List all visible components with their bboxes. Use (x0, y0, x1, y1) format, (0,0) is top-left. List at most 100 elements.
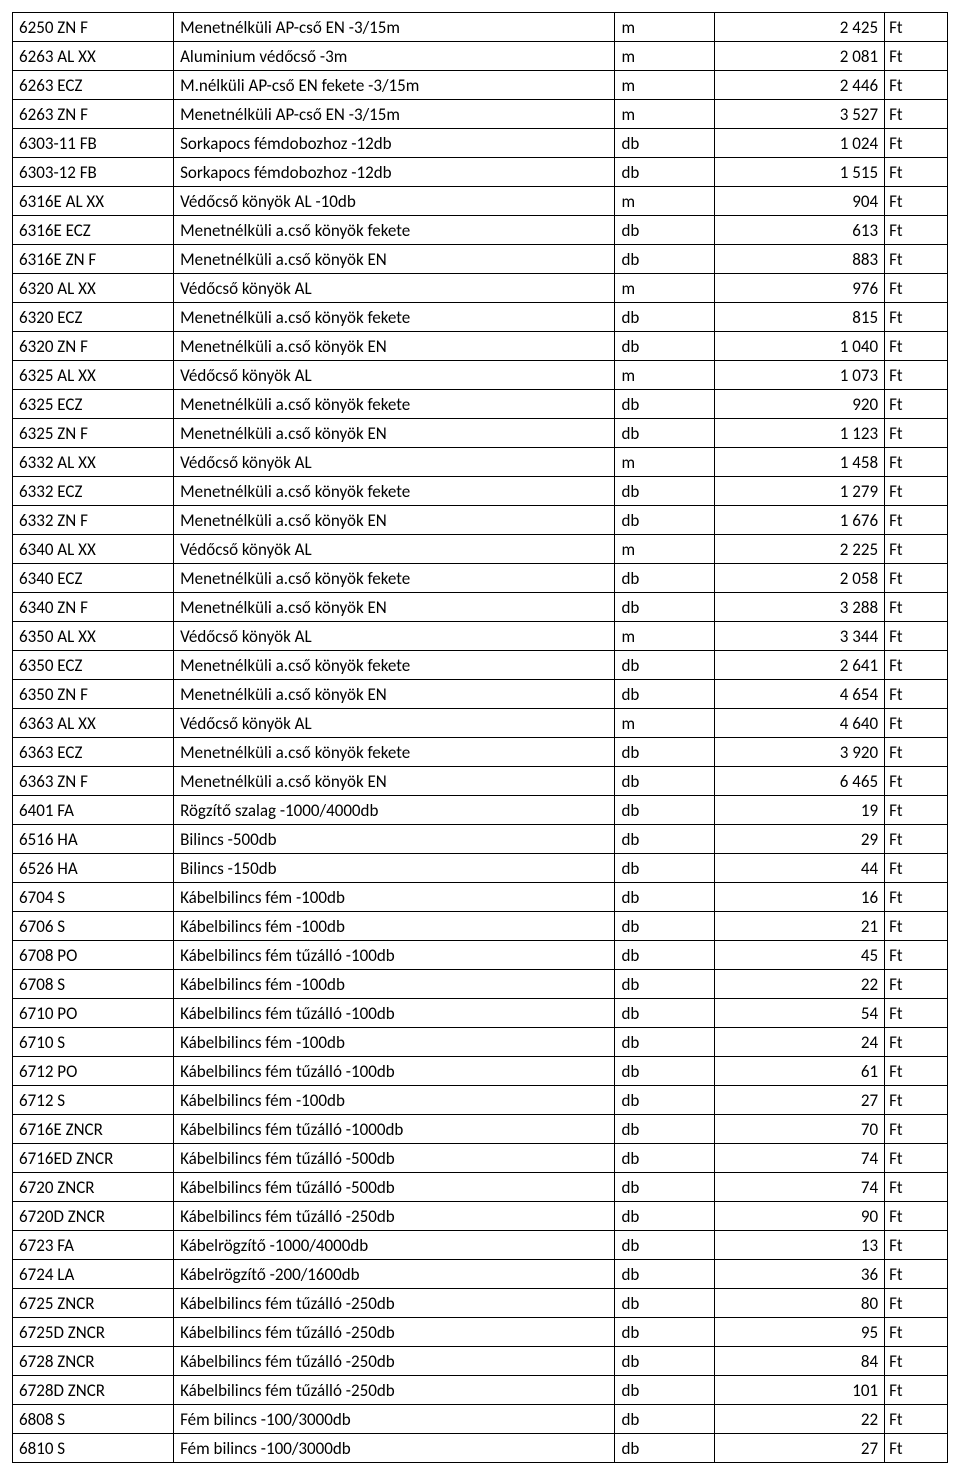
cell-unit: db (615, 390, 715, 419)
cell-currency: Ft (885, 1231, 948, 1260)
cell-code: 6340 ECZ (13, 564, 174, 593)
cell-description: Kábelbilincs fém tűzálló -100db (174, 941, 615, 970)
cell-description: Bilincs -150db (174, 854, 615, 883)
cell-currency: Ft (885, 1289, 948, 1318)
cell-description: Kábelbilincs fém -100db (174, 1028, 615, 1057)
cell-unit: db (615, 825, 715, 854)
cell-description: Kábelbilincs fém -100db (174, 970, 615, 999)
cell-unit: m (615, 448, 715, 477)
cell-price: 1 515 (715, 158, 885, 187)
cell-unit: db (615, 332, 715, 361)
table-row: 6716ED ZNCRKábelbilincs fém tűzálló -500… (13, 1144, 948, 1173)
table-row: 6320 ZN FMenetnélküli a.cső könyök ENdb1… (13, 332, 948, 361)
cell-unit: db (615, 129, 715, 158)
cell-price: 3 527 (715, 100, 885, 129)
cell-price: 1 073 (715, 361, 885, 390)
cell-description: Kábelbilincs fém tűzálló -500db (174, 1173, 615, 1202)
cell-unit: db (615, 854, 715, 883)
table-row: 6320 AL XXVédőcső könyök ALm976Ft (13, 274, 948, 303)
table-row: 6712 SKábelbilincs fém -100dbdb27Ft (13, 1086, 948, 1115)
table-row: 6350 ECZMenetnélküli a.cső könyök fekete… (13, 651, 948, 680)
cell-currency: Ft (885, 506, 948, 535)
cell-description: Védőcső könyök AL (174, 622, 615, 651)
cell-unit: db (615, 912, 715, 941)
table-row: 6728 ZNCRKábelbilincs fém tűzálló -250db… (13, 1347, 948, 1376)
cell-price: 80 (715, 1289, 885, 1318)
cell-code: 6725 ZNCR (13, 1289, 174, 1318)
cell-price: 74 (715, 1144, 885, 1173)
cell-price: 2 425 (715, 13, 885, 42)
cell-description: Menetnélküli a.cső könyök fekete (174, 390, 615, 419)
cell-description: Kábelbilincs fém tűzálló -100db (174, 999, 615, 1028)
cell-unit: db (615, 1260, 715, 1289)
cell-code: 6316E AL XX (13, 187, 174, 216)
cell-currency: Ft (885, 390, 948, 419)
table-row: 6325 AL XXVédőcső könyök ALm1 073Ft (13, 361, 948, 390)
table-row: 6303-12 FBSorkapocs fémdobozhoz -12dbdb1… (13, 158, 948, 187)
table-row: 6332 ECZMenetnélküli a.cső könyök fekete… (13, 477, 948, 506)
cell-currency: Ft (885, 970, 948, 999)
table-row: 6725D ZNCRKábelbilincs fém tűzálló -250d… (13, 1318, 948, 1347)
cell-currency: Ft (885, 709, 948, 738)
table-row: 6704 SKábelbilincs fém -100dbdb16Ft (13, 883, 948, 912)
cell-code: 6325 ECZ (13, 390, 174, 419)
cell-unit: db (615, 1318, 715, 1347)
cell-price: 36 (715, 1260, 885, 1289)
cell-currency: Ft (885, 1434, 948, 1463)
table-row: 6263 ECZM.nélküli AP-cső EN fekete -3/15… (13, 71, 948, 100)
cell-unit: db (615, 1115, 715, 1144)
table-row: 6724 LAKábelrögzítő -200/1600dbdb36Ft (13, 1260, 948, 1289)
cell-price: 4 654 (715, 680, 885, 709)
cell-description: M.nélküli AP-cső EN fekete -3/15m (174, 71, 615, 100)
cell-unit: m (615, 622, 715, 651)
cell-currency: Ft (885, 1376, 948, 1405)
cell-description: Védőcső könyök AL -10db (174, 187, 615, 216)
cell-price: 95 (715, 1318, 885, 1347)
cell-code: 6810 S (13, 1434, 174, 1463)
cell-price: 27 (715, 1086, 885, 1115)
cell-currency: Ft (885, 1144, 948, 1173)
cell-currency: Ft (885, 999, 948, 1028)
cell-code: 6332 ZN F (13, 506, 174, 535)
cell-currency: Ft (885, 1173, 948, 1202)
cell-description: Menetnélküli AP-cső EN -3/15m (174, 100, 615, 129)
cell-price: 976 (715, 274, 885, 303)
cell-description: Kábelrögzítő -1000/4000db (174, 1231, 615, 1260)
table-row: 6363 ZN FMenetnélküli a.cső könyök ENdb6… (13, 767, 948, 796)
table-row: 6363 AL XXVédőcső könyök ALm4 640Ft (13, 709, 948, 738)
cell-description: Kábelbilincs fém -100db (174, 912, 615, 941)
cell-currency: Ft (885, 651, 948, 680)
cell-code: 6720D ZNCR (13, 1202, 174, 1231)
cell-unit: m (615, 71, 715, 100)
cell-description: Sorkapocs fémdobozhoz -12db (174, 158, 615, 187)
table-row: 6332 AL XXVédőcső könyök ALm1 458Ft (13, 448, 948, 477)
cell-description: Menetnélküli a.cső könyök fekete (174, 477, 615, 506)
cell-code: 6526 HA (13, 854, 174, 883)
cell-description: Kábelbilincs fém tűzálló -500db (174, 1144, 615, 1173)
cell-description: Menetnélküli a.cső könyök EN (174, 767, 615, 796)
cell-code: 6724 LA (13, 1260, 174, 1289)
cell-description: Kábelbilincs fém tűzálló -250db (174, 1202, 615, 1231)
cell-price: 3 288 (715, 593, 885, 622)
cell-code: 6325 AL XX (13, 361, 174, 390)
cell-code: 6332 AL XX (13, 448, 174, 477)
cell-description: Védőcső könyök AL (174, 274, 615, 303)
cell-code: 6316E ECZ (13, 216, 174, 245)
cell-code: 6710 S (13, 1028, 174, 1057)
table-row: 6706 SKábelbilincs fém -100dbdb21Ft (13, 912, 948, 941)
cell-code: 6725D ZNCR (13, 1318, 174, 1347)
cell-currency: Ft (885, 535, 948, 564)
cell-currency: Ft (885, 1086, 948, 1115)
cell-unit: m (615, 100, 715, 129)
cell-currency: Ft (885, 941, 948, 970)
cell-unit: db (615, 1434, 715, 1463)
cell-description: Rögzítő szalag -1000/4000db (174, 796, 615, 825)
price-table: 6250 ZN FMenetnélküli AP-cső EN -3/15mm2… (12, 12, 948, 1463)
cell-code: 6316E ZN F (13, 245, 174, 274)
cell-unit: db (615, 941, 715, 970)
cell-price: 2 081 (715, 42, 885, 71)
cell-code: 6363 AL XX (13, 709, 174, 738)
cell-price: 19 (715, 796, 885, 825)
cell-price: 101 (715, 1376, 885, 1405)
table-row: 6263 ZN FMenetnélküli AP-cső EN -3/15mm3… (13, 100, 948, 129)
